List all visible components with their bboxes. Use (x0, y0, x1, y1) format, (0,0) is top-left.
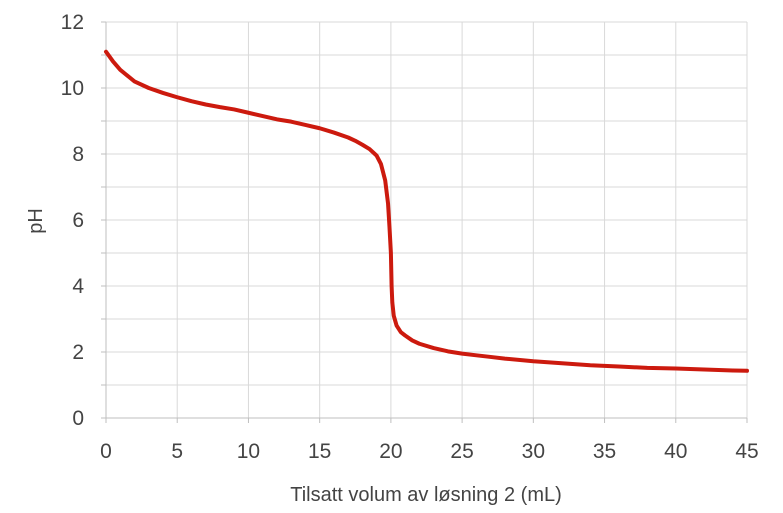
y-tick-label: 0 (72, 407, 84, 430)
x-tick-label: 35 (593, 440, 616, 463)
y-tick-label: 2 (72, 341, 84, 364)
x-tick-label: 40 (664, 440, 687, 463)
y-axis-title: pH (25, 208, 47, 234)
x-tick-label: 0 (100, 440, 112, 463)
x-tick-label: 5 (171, 440, 183, 463)
y-tick-label: 12 (61, 11, 84, 34)
grid (106, 21, 748, 418)
x-tick-label: 20 (379, 440, 402, 463)
titration-curve (104, 49, 749, 373)
y-tick-labels: 0 2 4 6 8 10 12 (61, 11, 85, 430)
y-tick-label: 8 (72, 143, 84, 166)
x-axis-title: Tilsatt volum av løsning 2 (mL) (290, 484, 562, 506)
y-tick-label: 10 (61, 77, 84, 100)
series-layer (104, 49, 749, 373)
x-tick-label: 45 (735, 440, 758, 463)
y-tick-label: 6 (72, 209, 84, 232)
x-tick-label: 10 (237, 440, 260, 463)
x-tick-labels: 0 5 10 15 20 25 30 35 40 45 (100, 440, 759, 463)
x-tick-label: 15 (308, 440, 331, 463)
y-tick-label: 4 (72, 275, 84, 298)
axes (101, 21, 748, 423)
x-tick-label: 25 (450, 440, 473, 463)
x-tick-label: 30 (522, 440, 545, 463)
